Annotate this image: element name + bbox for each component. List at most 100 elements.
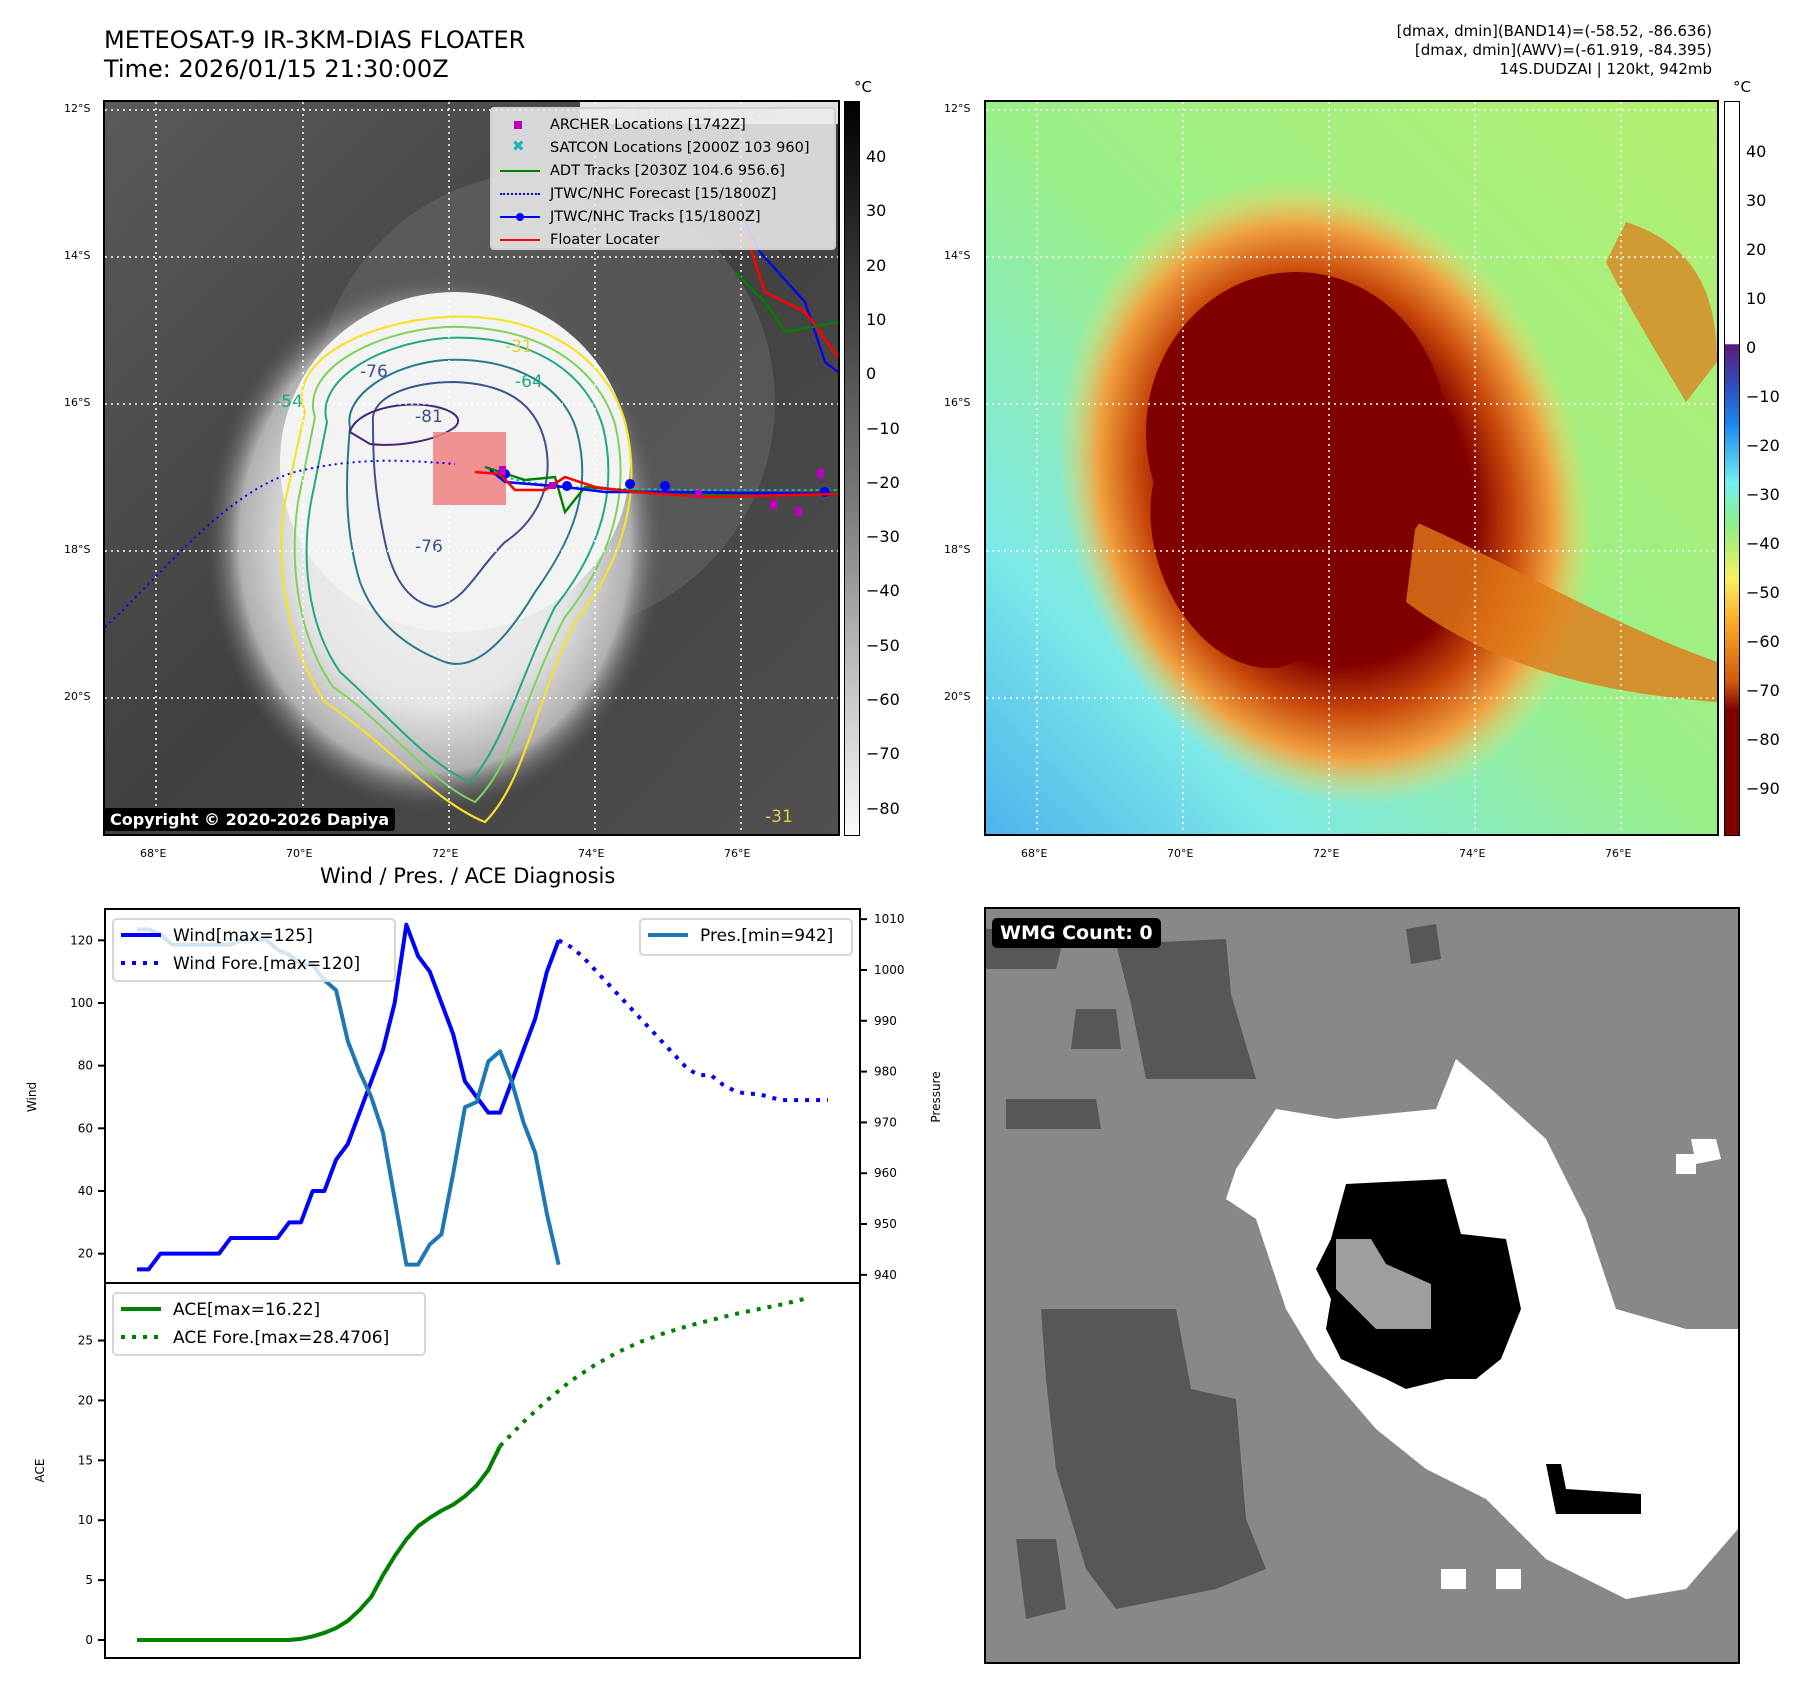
dotted-line-icon [500,187,540,201]
ace-series-line-1 [498,1296,806,1448]
lon-label: 74°E [1459,847,1486,860]
contour-label: -31 [765,807,793,827]
ir-image: -76 -81 -64 -54 -31 -76 -31 [105,102,838,834]
y-tick-label: 100 [70,996,93,1010]
colorbar-tick-label: 20 [866,255,887,275]
stats-block: [dmax, dmin](BAND14)=(-58.52, -86.636) [… [1397,22,1712,79]
wmg-light-gray-region [1336,1239,1431,1329]
legend-label: ADT Tracks [2030Z 104.6 956.6] [550,162,786,179]
legend-label: ACE Fore.[max=28.4706] [173,1328,389,1348]
y-tick-label: 120 [70,933,93,947]
contour-purple [348,403,460,446]
colorbar-tick-label: −40 [866,581,900,601]
legend-item-jtwc-tracks: JTWC/NHC Tracks [15/1800Z] [500,205,826,228]
stats-awv: [dmax, dmin](AWV)=(-61.919, -84.395) [1414,41,1712,59]
wmg-dark-regions [986,924,1441,1619]
contour-label: -76 [415,537,443,557]
satcon-track [492,473,838,491]
awv-colorbar [1724,101,1740,836]
jtwc-forecast-track [105,459,456,628]
ir-colorbar-unit: °C [854,78,872,96]
lon-label: 76°E [1605,847,1632,860]
wmg-image [986,909,1738,1662]
lon-label: 72°E [432,847,459,860]
lat-label: 18°S [944,543,971,556]
floater-track-ne [743,231,838,358]
awv-image-panel [984,100,1719,836]
y-tick-label: 60 [78,1121,93,1135]
contour-light-green [293,325,622,804]
y-tick-label: 20 [78,1247,93,1261]
archer-points [499,466,824,516]
lat-label: 14°S [944,249,971,262]
pressure-legend: Pres.[min=942] [639,918,853,956]
ace-series-line-0 [137,1445,502,1643]
line-dot-icon [500,210,540,224]
y-tick-label: 25 [78,1334,93,1348]
awv-colorbar-unit: °C [1733,78,1751,96]
lon-label: 70°E [286,847,313,860]
colorbar-tick-label: −40 [1746,534,1780,553]
colorbar-tick-label: −10 [1746,387,1780,406]
lon-label: 76°E [724,847,751,860]
wind-legend: Wind[max=125] Wind Fore.[max=120] [112,918,396,982]
colorbar-tick-label: 40 [1746,142,1767,161]
y2-tick-label: 970 [874,1115,897,1129]
y2-tick-label: 940 [874,1268,897,1282]
lon-label: 68°E [1021,847,1048,860]
contour-label: -76 [360,362,388,382]
legend-item-floater: Floater Locater [500,228,826,251]
awv-outflow-band [1406,522,1717,702]
y2-tick-label: 960 [874,1166,897,1180]
lat-label: 20°S [64,690,91,703]
x-marker-icon: ✖ [512,136,525,155]
legend-label: JTWC/NHC Tracks [15/1800Z] [550,208,761,225]
legend-label: ARCHER Locations [1742Z] [550,116,746,133]
legend-label: Pres.[min=942] [700,926,833,946]
colorbar-tick-label: −80 [1746,730,1780,749]
lon-label: 72°E [1313,847,1340,860]
legend-label: Wind[max=125] [173,926,313,946]
floater-track [474,470,838,499]
solid-line-icon [500,233,540,247]
contour-blue-teal [346,358,584,665]
legend-label: Wind Fore.[max=120] [173,954,360,974]
contour-label: -64 [515,372,543,392]
y-tick-label: 80 [78,1059,93,1073]
colorbar-tick-label: −60 [866,690,900,709]
contour-yellow [280,315,633,824]
legend-item-adt: ADT Tracks [2030Z 104.6 956.6] [500,159,826,182]
colorbar-tick-label: 0 [1746,338,1757,357]
series-line-1 [557,938,828,1103]
contour-label: -31 [505,337,533,357]
y2-tick-label: 1000 [874,963,905,977]
ir-colorbar [844,101,860,836]
wmg-count-badge: WMG Count: 0 [992,918,1161,948]
colorbar-tick-label: 30 [1746,191,1767,210]
y2-axis-label: Pressure [929,1071,943,1122]
y-tick-label: 15 [78,1453,93,1467]
colorbar-tick-label: 40 [866,147,887,166]
contour-navy [371,380,549,609]
colorbar-tick-label: −30 [1746,485,1780,504]
contour-label: -54 [275,392,303,412]
legend-label: SATCON Locations [2000Z 103 960] [550,139,810,156]
title-line-1: METEOSAT-9 IR-3KM-DIAS FLOATER [104,26,526,54]
awv-image [986,102,1717,834]
y-tick-label: 0 [85,1633,93,1647]
colorbar-tick-label: −70 [1746,681,1780,700]
storm-summary: 14S.DUDZAI | 120kt, 942mb [1499,60,1712,78]
contour-label: -81 [415,407,443,427]
lat-label: 12°S [944,102,971,115]
square-marker-icon [500,118,540,132]
legend-label: JTWC/NHC Forecast [15/1800Z] [550,185,777,202]
wind-pressure-chart: 20 40 60 80 100 120 940 950 960 970 980 990 1000 1010… [25,908,943,1286]
copyright-label: Copyright © 2020-2026 Dapiya [104,808,396,831]
colorbar-tick-label: −60 [1746,632,1780,651]
colorbar-tick-label: 0 [866,364,877,384]
colorbar-tick-label: −80 [866,798,900,818]
colorbar-tick-label: −30 [866,527,900,547]
lat-label: 12°S [64,102,91,115]
colorbar-tick-label: 20 [1746,240,1767,259]
lat-label: 14°S [64,249,91,262]
